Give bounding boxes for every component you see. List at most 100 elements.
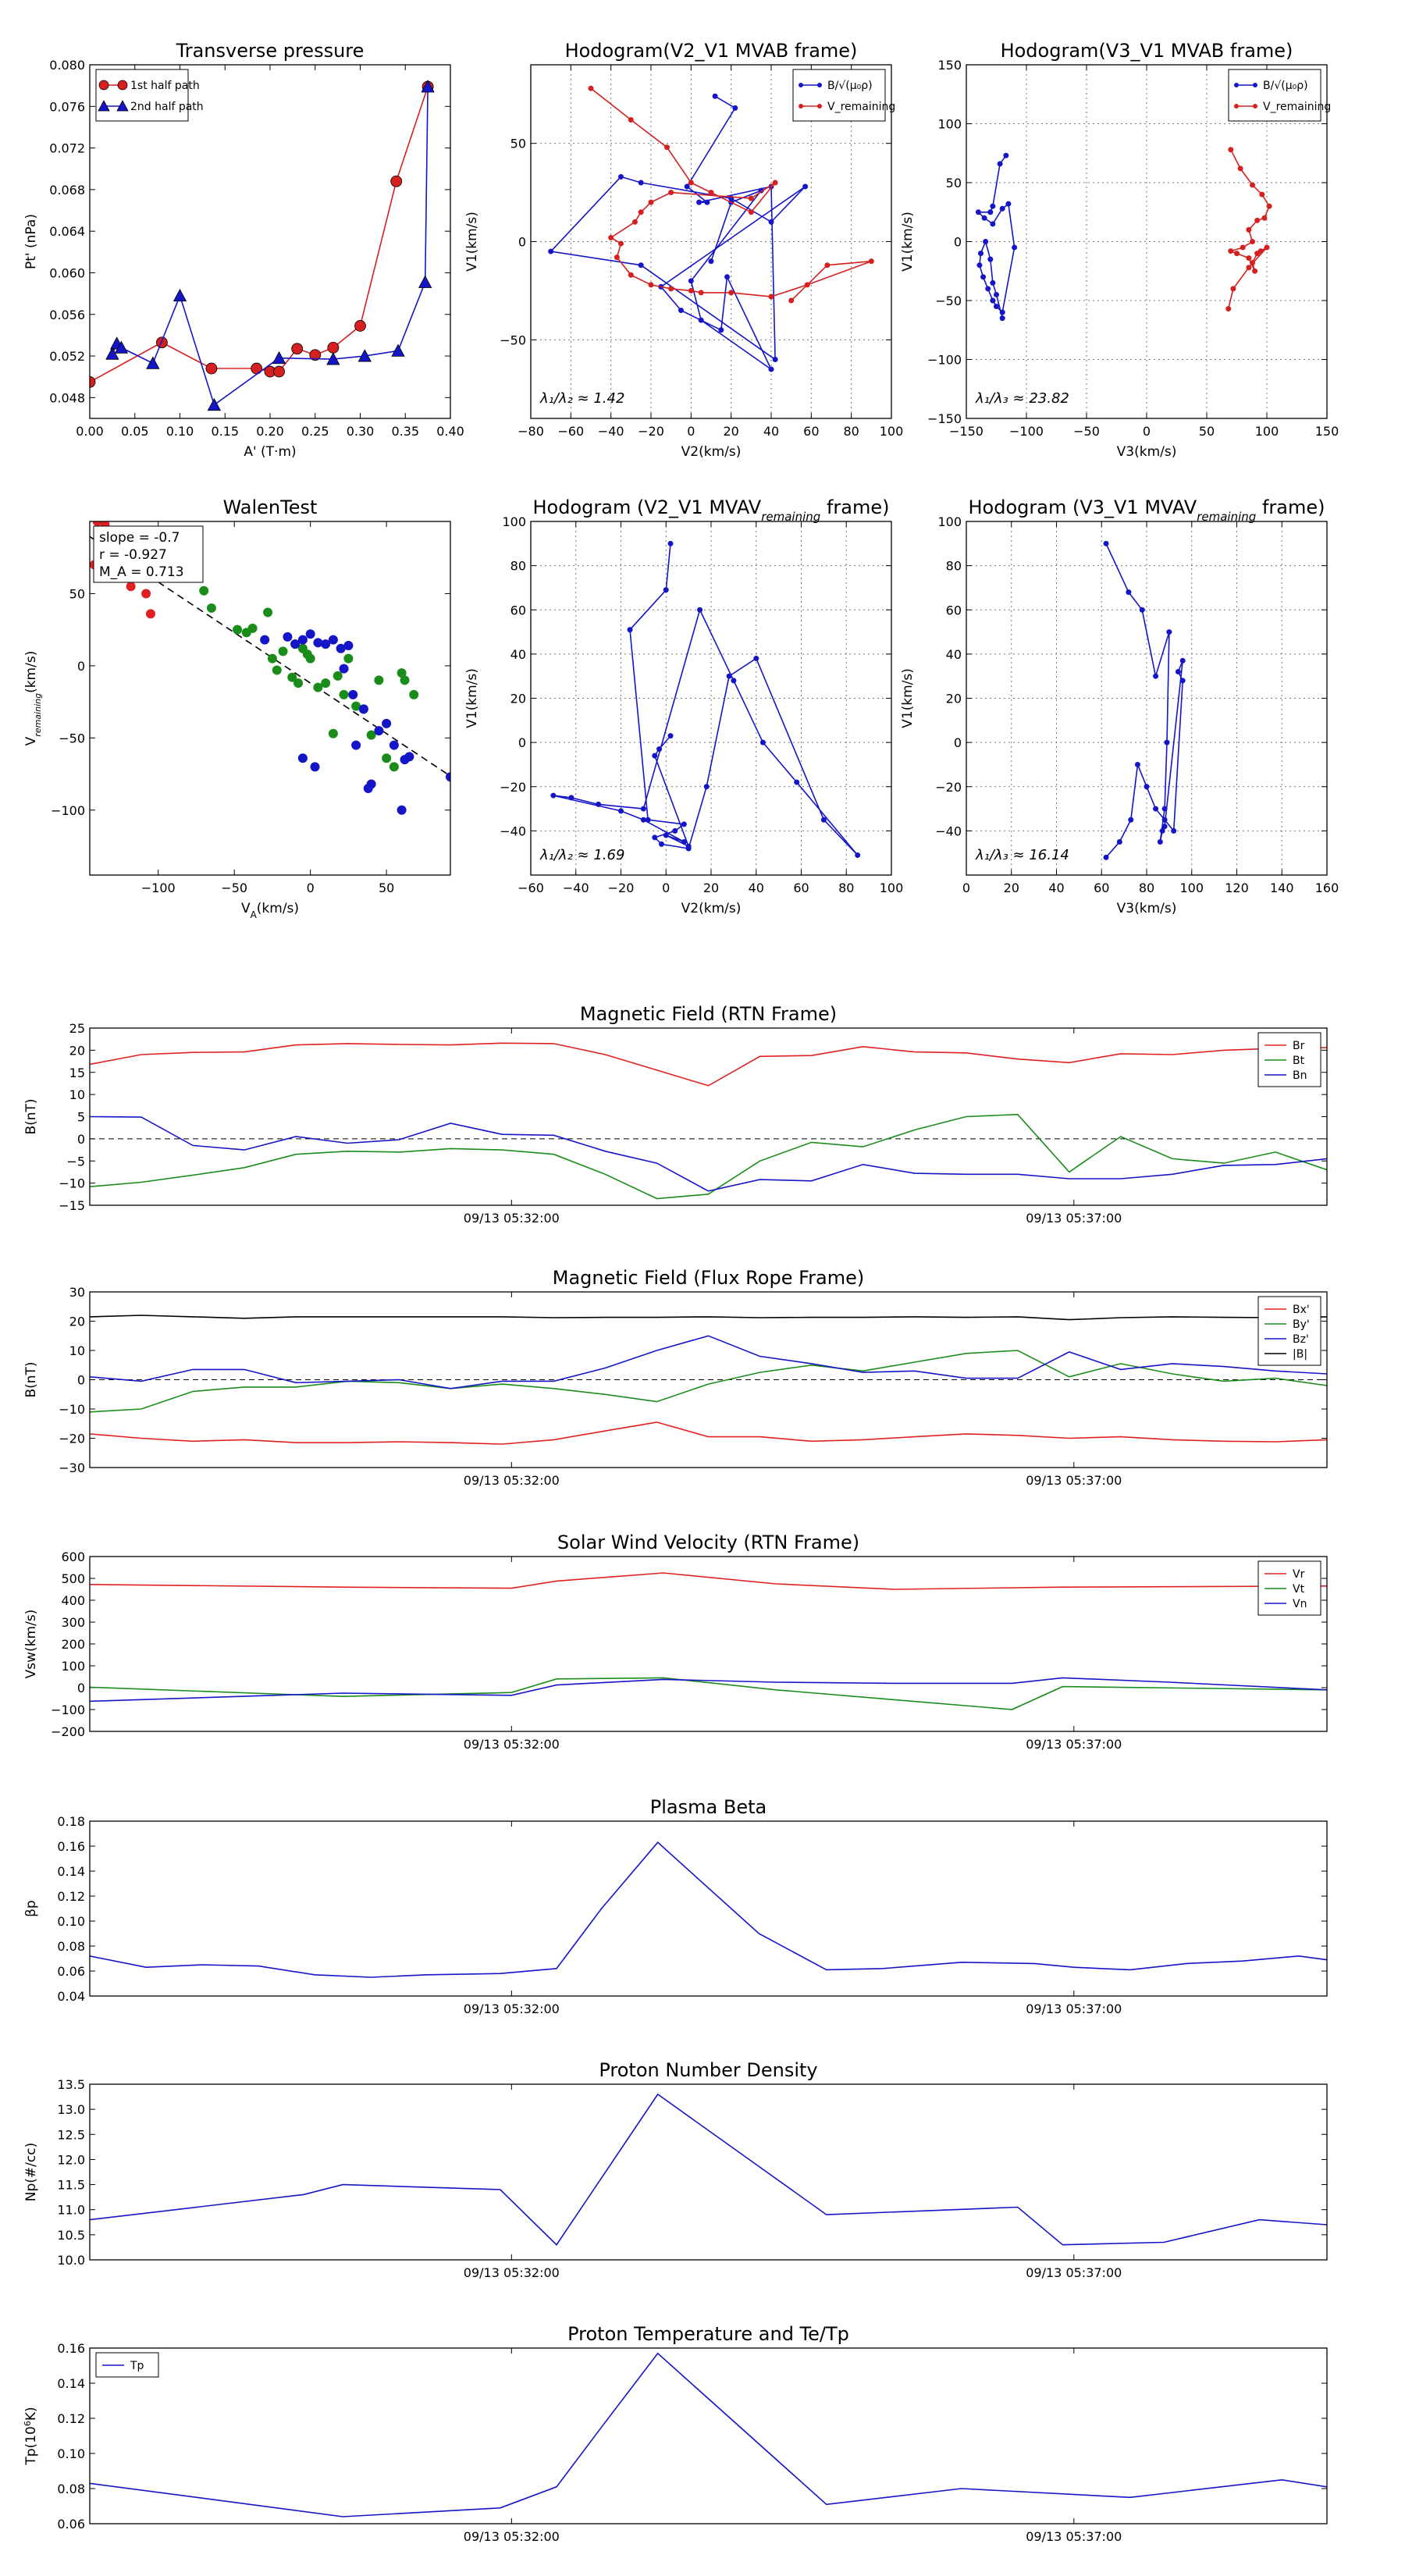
data-point [290, 639, 301, 649]
data-point [678, 308, 684, 314]
data-point [382, 753, 392, 763]
data-point [1103, 854, 1109, 860]
data-point [983, 239, 989, 244]
legend: B/√(μ₀ρ) V_remaining [1228, 69, 1331, 122]
data-point [855, 852, 861, 859]
magnetic-field-rtn-chart: Magnetic Field (RTN Frame) 09/13 05:32:00… [23, 1003, 1328, 1226]
legend: B/√(μ₀ρ) V_remaining [792, 69, 895, 122]
hodogram-v3v1-mvav-chart: Hodogram (V3_V1 MVAVremaining frame) 0 20 4… [900, 496, 1339, 916]
data-point [336, 643, 346, 653]
x-tick-label: 160 [1315, 881, 1339, 895]
data-point [726, 673, 732, 679]
y-tick-label: 0.048 [49, 390, 85, 405]
data-point [802, 183, 809, 190]
data-point [309, 349, 322, 361]
data-point [374, 726, 384, 736]
data-point [1264, 244, 1270, 251]
x-tick-label: 0.10 [166, 424, 194, 439]
data-point [1164, 739, 1170, 745]
data-point [681, 839, 687, 845]
data-point [278, 646, 288, 656]
data-point [704, 199, 710, 205]
y-axis-label: V1(km/s) [900, 212, 916, 272]
x-tick-label: 0 [962, 881, 970, 895]
y-tick-label: 0.056 [49, 308, 85, 322]
data-point [759, 739, 766, 745]
axes-frame [89, 2083, 1328, 2261]
data-point [390, 175, 403, 187]
x-tick-label: −60 [557, 424, 584, 439]
data-point [638, 262, 644, 269]
y-tick-label: −100 [51, 803, 85, 818]
series-green [199, 585, 419, 772]
data-point [997, 161, 1003, 167]
y-tick-label: 5 [77, 1110, 85, 1125]
data-point [1257, 248, 1264, 254]
chart-title: Magnetic Field (RTN Frame) [580, 1003, 837, 1025]
series-line [90, 1315, 1327, 1321]
data-point [768, 366, 774, 372]
data-point [173, 288, 187, 302]
data-point [1261, 215, 1268, 221]
y-tick-label: 80 [946, 559, 962, 574]
plot-area [550, 540, 861, 859]
x-axis-label: V3(km/s) [1117, 444, 1177, 460]
legend-label: Bn [1293, 1069, 1307, 1082]
data-point [1116, 839, 1122, 845]
data-point [446, 772, 450, 782]
plasma-beta-chart: Plasma Beta 09/13 05:32:00 09/13 05:37:00 0… [23, 1796, 1328, 2016]
data-point [688, 287, 694, 294]
x-tick-label: 0 [307, 881, 315, 895]
plot-area [90, 521, 450, 815]
data-point [681, 821, 687, 827]
y-tick-label: 150 [937, 58, 962, 73]
data-point [990, 221, 996, 227]
y-tick-label: 0.12 [57, 1889, 85, 1904]
data-point [1179, 678, 1186, 684]
data-point [1005, 201, 1012, 207]
plot-area [90, 2352, 1327, 2517]
y-tick-label: 0 [77, 659, 85, 674]
data-point [305, 653, 315, 664]
x-tick-label: 20 [723, 424, 738, 439]
series-2nd half path [105, 80, 435, 411]
data-point [418, 275, 432, 288]
y-tick-label: 80 [510, 559, 526, 574]
x-tick-label: 40 [1048, 881, 1064, 895]
x-tick-label: 0.35 [391, 424, 419, 439]
data-point [628, 272, 634, 278]
data-point [667, 733, 674, 739]
data-point [297, 635, 308, 645]
data-point [994, 304, 999, 310]
series-line [90, 2093, 1327, 2246]
data-point [648, 199, 654, 205]
y-tick-label: 13.0 [57, 2102, 85, 2117]
x-tick-label: 50 [379, 881, 394, 895]
data-point [618, 808, 624, 814]
data-point [328, 635, 338, 645]
y-tick-label: 0 [518, 235, 526, 250]
series-line [90, 1042, 1327, 1087]
x-axis-label: V3(km/s) [1117, 901, 1177, 916]
series-Vt [90, 1677, 1327, 1710]
legend-label: By' [1293, 1318, 1310, 1331]
y-tick-label: 100 [61, 1659, 85, 1674]
y-tick-label: 100 [937, 514, 962, 529]
y-axis-label: Vsw(km/s) [23, 1610, 39, 1679]
series-line [976, 155, 1016, 318]
data-point [1246, 265, 1252, 271]
data-point [663, 832, 669, 838]
data-point [596, 801, 602, 807]
x-tick-label: 0.15 [211, 424, 239, 439]
plot-area [90, 80, 435, 411]
y-axis-label: V1(km/s) [464, 212, 480, 272]
legend-label: 2nd half path [130, 101, 204, 113]
data-point [1166, 629, 1172, 635]
data-point [351, 740, 361, 750]
data-point [1161, 817, 1168, 823]
chart-title: WalenTest [223, 496, 318, 518]
series-|B| [90, 1315, 1327, 1321]
x-tick-label: 09/13 05:37:00 [1026, 1211, 1122, 1226]
data-point [999, 315, 1005, 322]
